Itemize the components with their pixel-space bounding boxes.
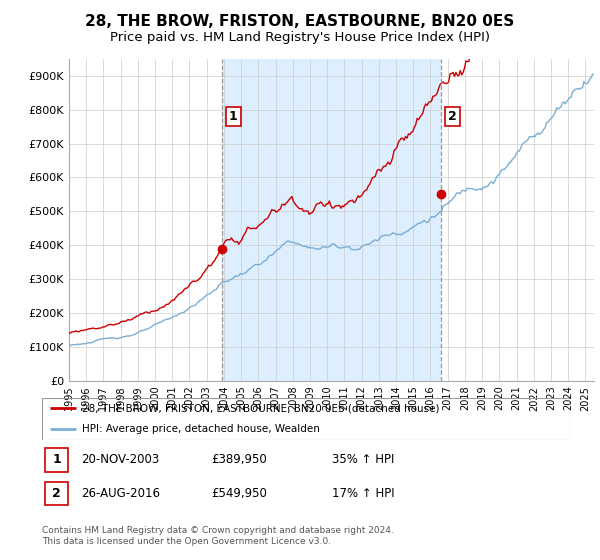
Text: 1: 1 [52,453,61,466]
Text: Price paid vs. HM Land Registry's House Price Index (HPI): Price paid vs. HM Land Registry's House … [110,31,490,44]
Text: 26-AUG-2016: 26-AUG-2016 [82,487,161,500]
Text: £549,950: £549,950 [211,487,267,500]
Bar [44,448,68,472]
Bar [44,482,68,506]
Text: 1: 1 [229,110,238,123]
Text: Contains HM Land Registry data © Crown copyright and database right 2024.
This d: Contains HM Land Registry data © Crown c… [42,526,394,546]
Bar [222,59,441,381]
Text: 17% ↑ HPI: 17% ↑ HPI [332,487,395,500]
Text: 28, THE BROW, FRISTON, EASTBOURNE, BN20 0ES (detached house): 28, THE BROW, FRISTON, EASTBOURNE, BN20 … [82,403,439,413]
Text: 2: 2 [52,487,61,500]
Text: 28, THE BROW, FRISTON, EASTBOURNE, BN20 0ES: 28, THE BROW, FRISTON, EASTBOURNE, BN20 … [85,14,515,29]
Text: £389,950: £389,950 [211,453,267,466]
Text: 2: 2 [448,110,457,123]
Text: 20-NOV-2003: 20-NOV-2003 [82,453,160,466]
Text: HPI: Average price, detached house, Wealden: HPI: Average price, detached house, Weal… [82,424,319,434]
Text: 35% ↑ HPI: 35% ↑ HPI [332,453,395,466]
